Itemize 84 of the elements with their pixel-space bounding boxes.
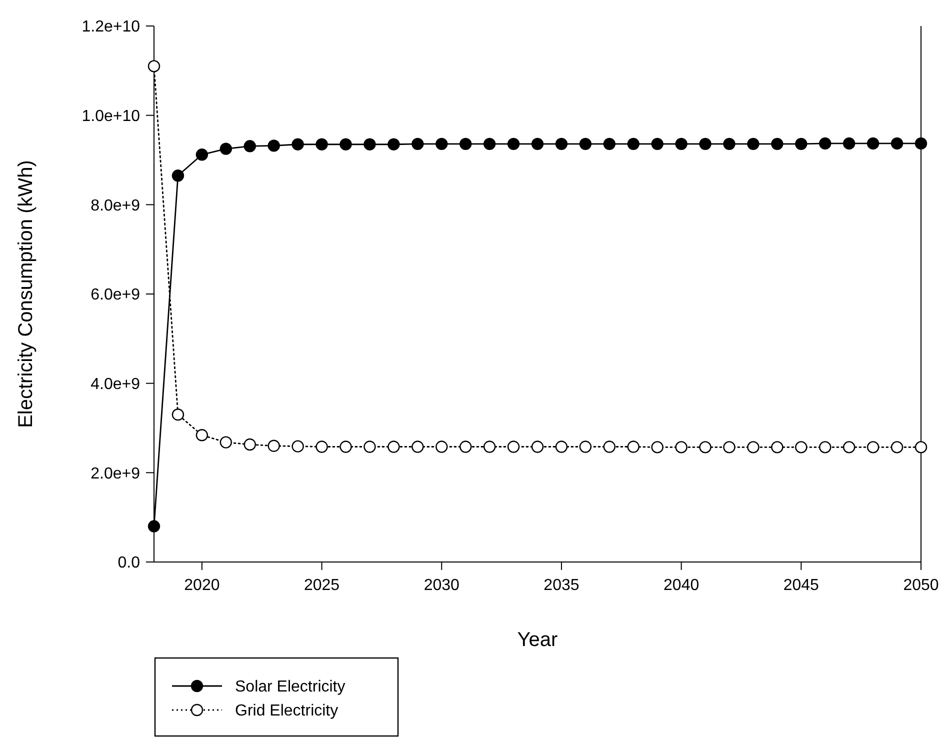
point bbox=[436, 440, 448, 453]
point bbox=[555, 440, 568, 453]
point bbox=[292, 440, 304, 452]
legend-label: Grid Electricity bbox=[235, 702, 338, 720]
point bbox=[268, 140, 280, 152]
point bbox=[771, 138, 784, 150]
point bbox=[555, 138, 568, 150]
point bbox=[220, 142, 232, 155]
point bbox=[819, 441, 832, 454]
x-tick-label: 2035 bbox=[544, 577, 580, 594]
point bbox=[531, 138, 544, 150]
point bbox=[148, 60, 160, 72]
point bbox=[388, 440, 400, 453]
point bbox=[795, 138, 808, 150]
point bbox=[890, 137, 904, 150]
point bbox=[890, 441, 904, 454]
x-tick-label: 2025 bbox=[304, 577, 340, 594]
point bbox=[723, 441, 736, 454]
point bbox=[699, 138, 712, 150]
point bbox=[914, 441, 928, 454]
point bbox=[747, 441, 760, 454]
y-tick-label: 1.2e+10 bbox=[82, 18, 140, 36]
point bbox=[340, 440, 352, 453]
x-tick-label: 2040 bbox=[664, 577, 700, 594]
x-tick-label: 2050 bbox=[903, 577, 939, 594]
point bbox=[436, 138, 448, 150]
point bbox=[388, 138, 400, 150]
y-tick-label: 8.0e+9 bbox=[90, 197, 140, 214]
point bbox=[842, 441, 856, 454]
point bbox=[531, 440, 544, 453]
point bbox=[483, 138, 496, 150]
point bbox=[579, 138, 592, 150]
point bbox=[316, 440, 328, 453]
y-tick-label: 0.0 bbox=[118, 554, 140, 572]
point bbox=[412, 440, 424, 453]
x-tick-label: 2020 bbox=[184, 577, 220, 594]
point bbox=[292, 138, 304, 150]
point bbox=[172, 170, 184, 182]
point bbox=[459, 440, 472, 453]
point bbox=[866, 441, 880, 454]
x-tick-label: 2030 bbox=[424, 577, 460, 594]
point bbox=[723, 138, 736, 150]
point bbox=[172, 408, 184, 421]
point bbox=[459, 138, 472, 150]
point bbox=[148, 520, 160, 532]
point bbox=[507, 138, 520, 150]
point bbox=[627, 138, 640, 150]
point bbox=[914, 137, 928, 150]
point bbox=[795, 441, 808, 454]
point bbox=[651, 138, 664, 150]
point bbox=[675, 138, 688, 150]
point bbox=[651, 441, 664, 454]
point bbox=[771, 441, 784, 454]
point bbox=[220, 436, 232, 448]
point bbox=[244, 438, 256, 451]
point bbox=[340, 138, 352, 150]
point bbox=[603, 138, 616, 150]
point bbox=[507, 440, 520, 453]
point bbox=[268, 440, 280, 452]
point bbox=[364, 138, 376, 150]
legend-label: Solar Electricity bbox=[235, 678, 346, 696]
point bbox=[747, 138, 760, 150]
y-tick-label: 6.0e+9 bbox=[90, 286, 140, 304]
point bbox=[196, 429, 208, 442]
point bbox=[842, 137, 856, 150]
y-tick-label: 4.0e+9 bbox=[90, 376, 140, 393]
point bbox=[412, 138, 424, 150]
y-axis-title: Electricity Consumption (kWh) bbox=[15, 160, 37, 428]
point bbox=[579, 440, 592, 453]
point bbox=[483, 440, 496, 453]
point bbox=[316, 138, 328, 150]
y-tick-label: 2.0e+9 bbox=[90, 465, 140, 482]
point bbox=[196, 148, 208, 161]
point bbox=[866, 137, 880, 150]
point bbox=[627, 440, 640, 453]
point bbox=[819, 137, 832, 150]
point bbox=[699, 441, 712, 454]
point bbox=[675, 441, 688, 454]
x-axis-title: Year bbox=[517, 629, 558, 651]
x-tick-label: 2045 bbox=[783, 577, 820, 594]
point bbox=[364, 440, 376, 453]
y-tick-label: 1.0e+10 bbox=[82, 108, 140, 125]
point bbox=[603, 440, 616, 453]
point bbox=[244, 140, 256, 152]
